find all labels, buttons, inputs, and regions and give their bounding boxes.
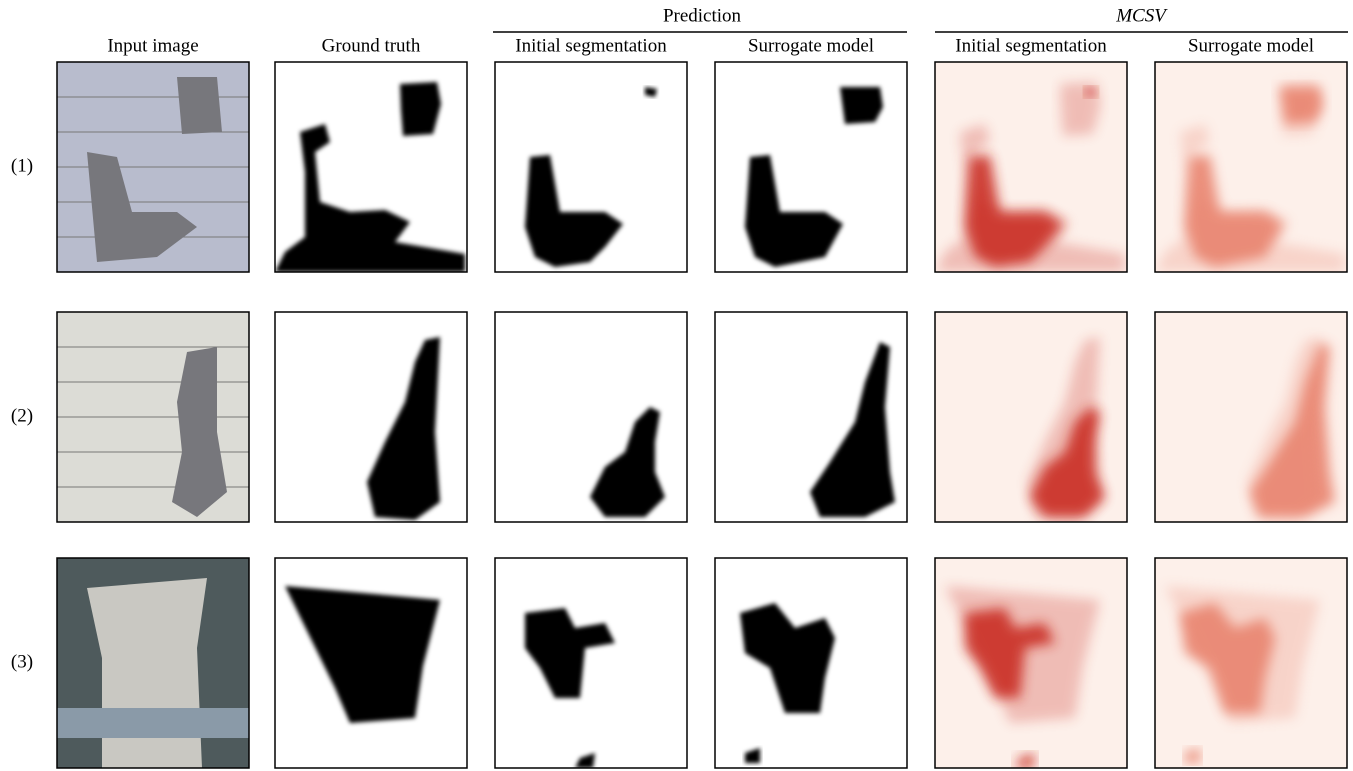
image-panel [935,62,1127,272]
panel-content [935,62,1127,272]
page: {"groups": [{"label": "Prediction"}, {"l… [0,0,1353,771]
panel-content [1155,312,1347,522]
panel-content [57,62,249,272]
panel-content [495,312,687,522]
panel-content [935,312,1127,522]
column-header: Surrogate model [1188,35,1314,56]
panel-content [495,558,687,768]
photo-column [87,578,207,768]
panel-content [715,558,907,768]
mask-bg [495,558,687,768]
panel-content [715,62,907,272]
column-header: Surrogate model [748,35,874,56]
panel-content [1155,558,1347,768]
panel-content [495,62,687,272]
image-panel [1155,62,1347,272]
panel-content [275,558,467,768]
column-header: Initial segmentation [515,35,667,56]
image-panel [275,62,467,272]
group-label: Prediction [663,5,742,26]
image-panel [1155,558,1347,768]
photo-band [57,708,249,738]
mask-blob [840,87,883,124]
image-panel [715,558,907,768]
panel-content [1155,62,1347,272]
image-panel [715,312,907,522]
panel-content [57,558,249,768]
column-header: Ground truth [322,35,421,56]
image-panel [935,558,1127,768]
row-label: (1) [11,155,33,176]
group-label: MCSV [1115,5,1168,26]
image-panel [275,312,467,522]
photo-damage [177,77,222,134]
image-panel [715,62,907,272]
image-panel [57,62,249,272]
image-panel [935,312,1127,522]
row-label: (3) [11,651,33,672]
panel-content [275,312,467,522]
image-panel [495,558,687,768]
image-panel [1155,312,1347,522]
column-header: Initial segmentation [955,35,1107,56]
figure: Prediction MCSV Input image Ground truth I… [0,0,1353,771]
panel-content [275,62,467,272]
column-header: Input image [107,35,198,56]
image-panel [57,312,249,522]
image-panel [495,62,687,272]
panel-content [57,312,249,522]
image-panel [57,558,249,768]
image-panel [275,558,467,768]
panel-content [935,558,1127,768]
image-panel [495,312,687,522]
row-label: (2) [11,405,33,426]
panel-content [715,312,907,522]
